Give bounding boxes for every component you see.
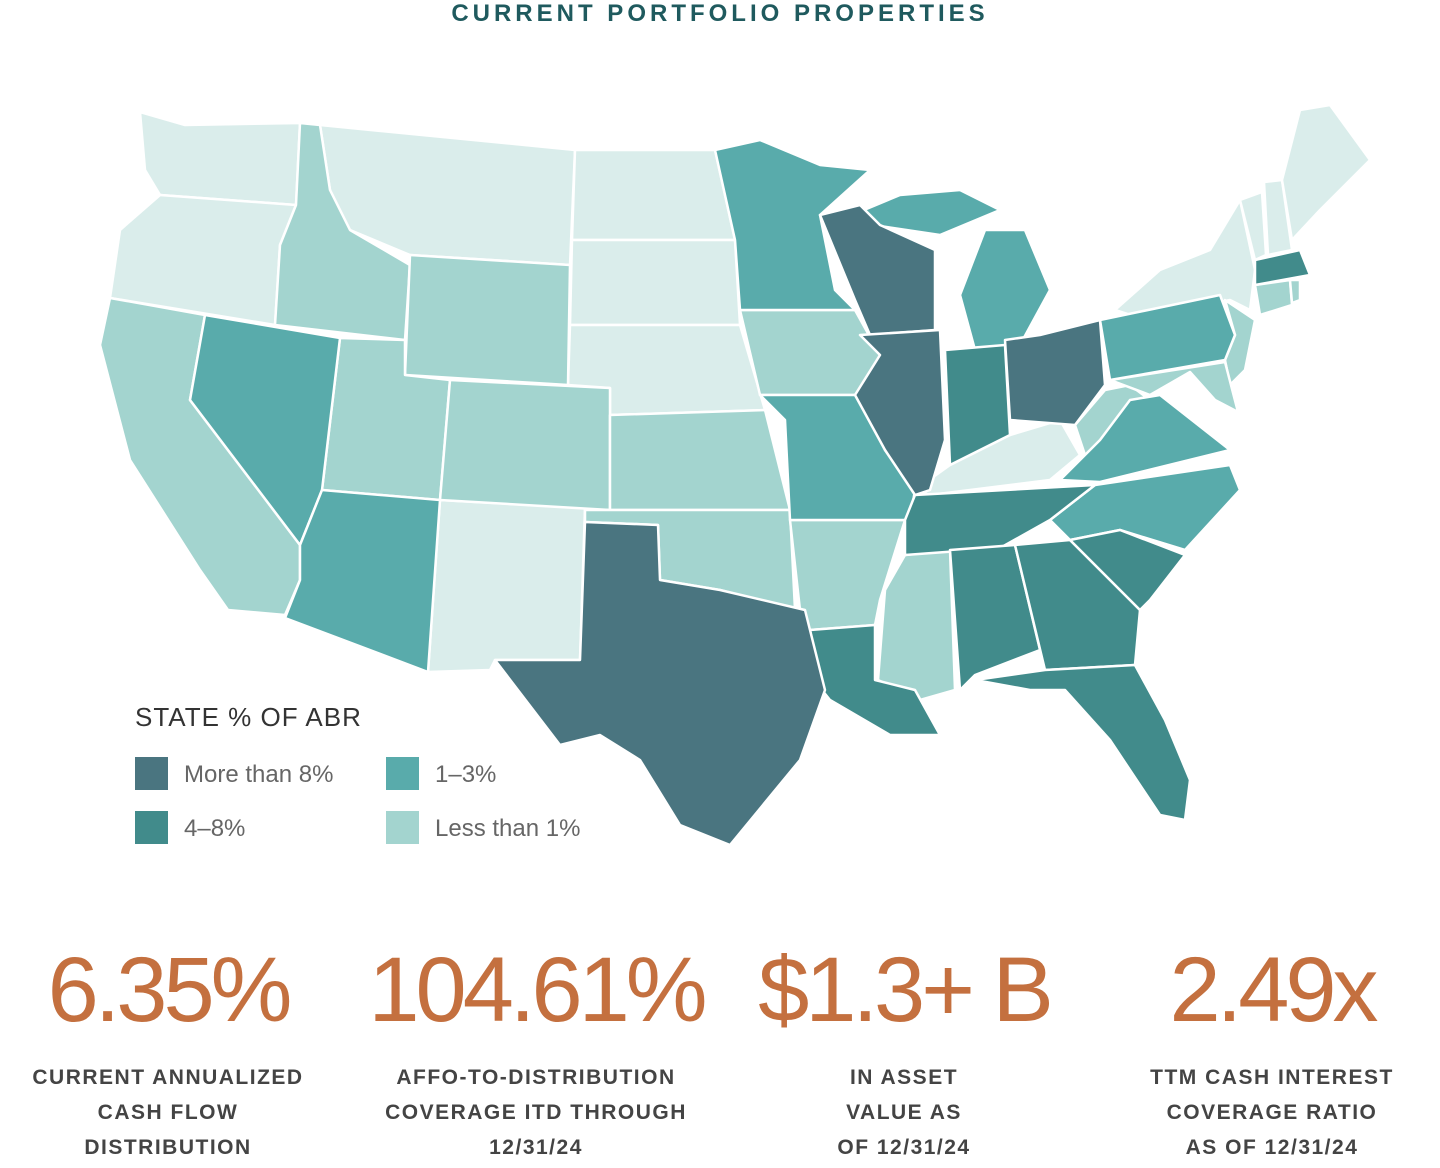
legend-label: More than 8% [184, 761, 333, 788]
stat-caption: CURRENT ANNUALIZED CASH FLOW DISTRIBUTION [0, 1060, 348, 1165]
state [1108, 360, 1240, 414]
map: STATE % OF ABR More than 8% 4–8% 1–3% Less … [98, 103, 1372, 847]
legend-swatch [386, 757, 419, 790]
state [426, 498, 587, 674]
caption-line: OF 12/31/24 [837, 1136, 971, 1159]
state [943, 343, 1012, 467]
states [98, 103, 1372, 847]
state [1262, 178, 1294, 257]
caption-line: COVERAGE RATIO [1166, 1101, 1378, 1124]
state [958, 228, 1052, 352]
legend-swatch [135, 757, 168, 790]
state [403, 253, 572, 387]
state [1238, 190, 1268, 262]
stat: $1.3+ B IN ASSET VALUE AS OF 12/31/24 [724, 940, 1084, 1165]
stat: 2.49x TTM CASH INTEREST COVERAGE RATIO AS O… [1092, 940, 1440, 1165]
caption-line: VALUE AS [846, 1101, 962, 1124]
stat-value: $1.3+ B [758, 939, 1054, 1041]
state [1013, 538, 1142, 672]
stat-value: 6.35% [47, 939, 293, 1041]
legend-swatch [135, 811, 168, 844]
legend-label: Less than 1% [435, 815, 580, 842]
stats: 6.35% CURRENT ANNUALIZED CASH FLOW DISTRIBU… [0, 940, 1440, 1168]
state [138, 110, 302, 207]
legend-swatch [386, 811, 419, 844]
stat-value: 2.49x [1169, 939, 1378, 1041]
legend-label: 1–3% [435, 761, 496, 788]
stat-caption: TTM CASH INTEREST COVERAGE RATIO AS OF 12/… [1092, 1060, 1440, 1165]
state [1288, 278, 1302, 305]
legend-title: STATE % OF ABR [135, 702, 362, 732]
state [493, 520, 827, 847]
stat-caption: IN ASSET VALUE AS OF 12/31/24 [724, 1060, 1084, 1165]
state [1003, 318, 1107, 427]
state [608, 408, 792, 512]
state [1068, 528, 1187, 612]
state [818, 203, 937, 337]
stat-value: 104.61% [368, 939, 707, 1041]
caption-line: TTM CASH INTEREST [1150, 1066, 1394, 1089]
caption-line: COVERAGE ITD THROUGH [385, 1101, 687, 1124]
caption-line: CURRENT ANNUALIZED [32, 1066, 304, 1089]
state [948, 543, 1042, 692]
caption-line: IN ASSET [849, 1066, 959, 1089]
state [438, 378, 612, 512]
stat: 104.61% AFFO-TO-DISTRIBUTION COVERAGE ITD … [356, 940, 716, 1165]
caption-line: 12/31/24 [489, 1136, 583, 1159]
state [973, 663, 1192, 822]
state [568, 238, 742, 327]
state [1098, 293, 1237, 382]
state [570, 148, 737, 242]
state [713, 138, 872, 312]
state [283, 488, 442, 674]
state [1280, 103, 1372, 242]
legend-label: 4–8% [184, 815, 245, 842]
state [738, 308, 882, 397]
caption-line: AS OF 12/31/24 [1185, 1136, 1359, 1159]
state [1253, 248, 1312, 287]
title: CURRENT PORTFOLIO PROPERTIES [451, 0, 989, 27]
stat-caption: AFFO-TO-DISTRIBUTION COVERAGE ITD THROUGH… [356, 1060, 716, 1165]
stat: 6.35% CURRENT ANNUALIZED CASH FLOW DISTRIBU… [0, 940, 348, 1165]
state [853, 328, 947, 497]
legend: More than 8% 4–8% 1–3% Less than 1% [135, 757, 580, 844]
caption-line: DISTRIBUTION [84, 1136, 252, 1159]
caption-line: CASH FLOW [97, 1101, 239, 1124]
state [1058, 393, 1232, 484]
caption-line: AFFO-TO-DISTRIBUTION [396, 1066, 676, 1089]
state [1113, 198, 1257, 320]
